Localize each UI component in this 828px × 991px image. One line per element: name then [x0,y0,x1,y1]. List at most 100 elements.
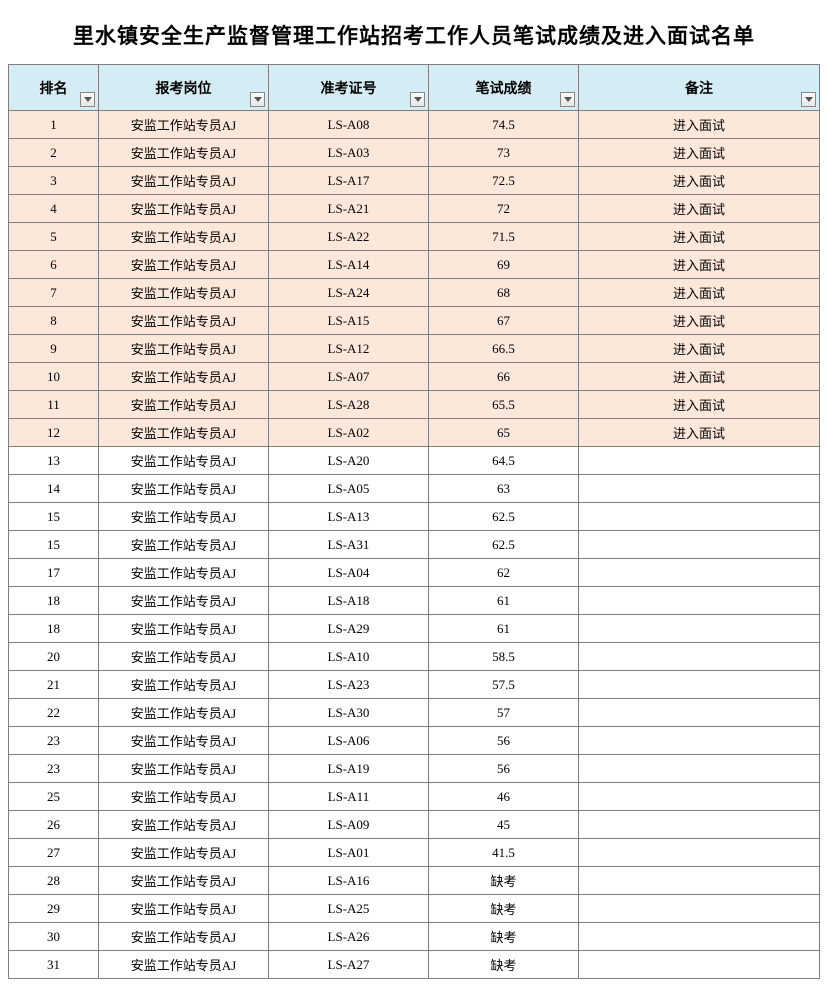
cell-rank: 4 [9,195,99,223]
chevron-down-icon [84,97,92,102]
filter-button-exam[interactable] [410,92,425,107]
table-header-row: 排名 报考岗位 准考证号 笔试成绩 [9,65,820,111]
cell-pos: 安监工作站专员AJ [99,867,269,895]
cell-exam: LS-A11 [269,783,429,811]
cell-note [579,671,820,699]
table-row: 26安监工作站专员AJLS-A0945 [9,811,820,839]
cell-score: 66.5 [429,335,579,363]
cell-exam: LS-A30 [269,699,429,727]
cell-exam: LS-A22 [269,223,429,251]
cell-score: 62 [429,559,579,587]
table-row: 12安监工作站专员AJLS-A0265进入面试 [9,419,820,447]
cell-rank: 15 [9,531,99,559]
cell-pos: 安监工作站专员AJ [99,839,269,867]
cell-rank: 31 [9,951,99,979]
chevron-down-icon [805,97,813,102]
table-row: 20安监工作站专员AJLS-A1058.5 [9,643,820,671]
cell-score: 57.5 [429,671,579,699]
table-row: 5安监工作站专员AJLS-A2271.5进入面试 [9,223,820,251]
cell-exam: LS-A25 [269,895,429,923]
cell-rank: 14 [9,475,99,503]
cell-exam: LS-A06 [269,727,429,755]
cell-score: 69 [429,251,579,279]
cell-rank: 9 [9,335,99,363]
cell-score: 61 [429,587,579,615]
cell-rank: 13 [9,447,99,475]
table-row: 3安监工作站专员AJLS-A1772.5进入面试 [9,167,820,195]
table-row: 25安监工作站专员AJLS-A1146 [9,783,820,811]
table-row: 7安监工作站专员AJLS-A2468进入面试 [9,279,820,307]
cell-score: 62.5 [429,503,579,531]
cell-exam: LS-A31 [269,531,429,559]
table-row: 13安监工作站专员AJLS-A2064.5 [9,447,820,475]
cell-score: 66 [429,363,579,391]
cell-exam: LS-A18 [269,587,429,615]
cell-pos: 安监工作站专员AJ [99,895,269,923]
cell-rank: 21 [9,671,99,699]
cell-exam: LS-A20 [269,447,429,475]
table-row: 15安监工作站专员AJLS-A3162.5 [9,531,820,559]
cell-exam: LS-A21 [269,195,429,223]
cell-exam: LS-A13 [269,503,429,531]
table-row: 23安监工作站专员AJLS-A1956 [9,755,820,783]
filter-button-score[interactable] [560,92,575,107]
cell-exam: LS-A10 [269,643,429,671]
cell-score: 58.5 [429,643,579,671]
cell-note: 进入面试 [579,391,820,419]
cell-score: 65.5 [429,391,579,419]
cell-note: 进入面试 [579,167,820,195]
filter-button-position[interactable] [250,92,265,107]
filter-button-note[interactable] [801,92,816,107]
chevron-down-icon [254,97,262,102]
cell-pos: 安监工作站专员AJ [99,251,269,279]
cell-exam: LS-A27 [269,951,429,979]
cell-note: 进入面试 [579,111,820,139]
cell-note: 进入面试 [579,335,820,363]
cell-note [579,447,820,475]
cell-score: 缺考 [429,895,579,923]
table-row: 21安监工作站专员AJLS-A2357.5 [9,671,820,699]
cell-rank: 22 [9,699,99,727]
col-header-note-label: 备注 [685,82,713,97]
cell-rank: 12 [9,419,99,447]
cell-score: 61 [429,615,579,643]
cell-score: 74.5 [429,111,579,139]
cell-score: 缺考 [429,951,579,979]
cell-exam: LS-A16 [269,867,429,895]
cell-note [579,615,820,643]
cell-score: 72.5 [429,167,579,195]
cell-pos: 安监工作站专员AJ [99,391,269,419]
cell-pos: 安监工作站专员AJ [99,783,269,811]
cell-pos: 安监工作站专员AJ [99,335,269,363]
cell-note: 进入面试 [579,251,820,279]
cell-pos: 安监工作站专员AJ [99,419,269,447]
table-row: 4安监工作站专员AJLS-A2172进入面试 [9,195,820,223]
cell-rank: 15 [9,503,99,531]
cell-score: 57 [429,699,579,727]
cell-note [579,475,820,503]
cell-note [579,587,820,615]
cell-rank: 25 [9,783,99,811]
table-row: 10安监工作站专员AJLS-A0766进入面试 [9,363,820,391]
cell-rank: 5 [9,223,99,251]
cell-exam: LS-A08 [269,111,429,139]
cell-rank: 23 [9,755,99,783]
cell-exam: LS-A19 [269,755,429,783]
cell-note [579,531,820,559]
cell-pos: 安监工作站专员AJ [99,475,269,503]
cell-score: 73 [429,139,579,167]
table-row: 9安监工作站专员AJLS-A1266.5进入面试 [9,335,820,363]
col-header-exam-label: 准考证号 [321,82,377,97]
cell-pos: 安监工作站专员AJ [99,755,269,783]
cell-rank: 7 [9,279,99,307]
chevron-down-icon [414,97,422,102]
filter-button-rank[interactable] [80,92,95,107]
cell-score: 41.5 [429,839,579,867]
cell-pos: 安监工作站专员AJ [99,503,269,531]
cell-rank: 17 [9,559,99,587]
cell-score: 71.5 [429,223,579,251]
cell-rank: 18 [9,615,99,643]
cell-score: 68 [429,279,579,307]
cell-rank: 26 [9,811,99,839]
cell-pos: 安监工作站专员AJ [99,531,269,559]
